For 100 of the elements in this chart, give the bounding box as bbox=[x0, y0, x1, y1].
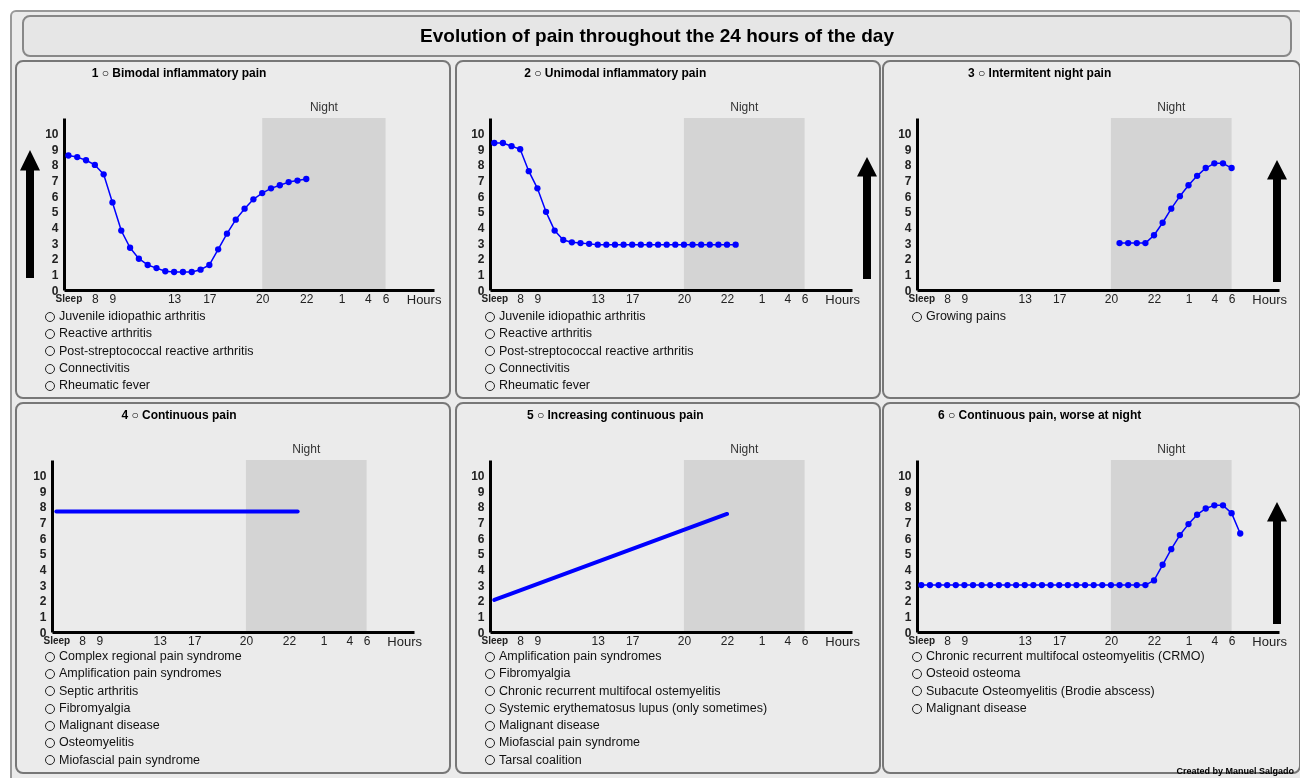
point bbox=[1133, 239, 1140, 247]
point bbox=[732, 241, 739, 248]
x-tick-label: 13 bbox=[591, 633, 606, 648]
point bbox=[197, 266, 204, 273]
text: Osteomyelitis bbox=[59, 734, 135, 752]
y-tick-label: 9 bbox=[904, 142, 912, 157]
text: Juvenile idiopathic arthritis bbox=[499, 308, 646, 325]
point bbox=[1211, 502, 1218, 509]
point bbox=[987, 581, 994, 589]
text: Septic arthritis bbox=[59, 682, 139, 700]
point bbox=[1228, 510, 1235, 517]
y-tick-label: 6 bbox=[477, 189, 485, 204]
text: Tarsal coalition bbox=[499, 751, 582, 769]
y-tick-label: 5 bbox=[904, 547, 912, 562]
y-tick-label: 9 bbox=[51, 142, 59, 157]
text: Fibromyalgia bbox=[499, 665, 571, 683]
text: Post-streptococcal reactive arthritis bbox=[59, 342, 254, 360]
point bbox=[1047, 581, 1054, 589]
point bbox=[1219, 502, 1227, 509]
y-tick-label: 2 bbox=[39, 594, 47, 609]
point bbox=[1159, 219, 1166, 226]
point bbox=[1185, 520, 1192, 528]
x-tick-label: 4 bbox=[346, 633, 354, 648]
y-tick-label: 9 bbox=[477, 484, 485, 499]
y-tick-label: 3 bbox=[477, 578, 485, 593]
text: Rheumatic fever bbox=[59, 377, 151, 395]
x-tick-label: 17 bbox=[188, 633, 202, 648]
y-tick-label: 6 bbox=[51, 189, 59, 204]
band-label: Night bbox=[730, 100, 759, 114]
point bbox=[65, 152, 72, 159]
point bbox=[995, 581, 1003, 589]
x-tick-label: 22 bbox=[1147, 291, 1162, 306]
y-tick-label: 2 bbox=[477, 594, 485, 609]
y-tick-label: 10 bbox=[471, 469, 485, 484]
x-tick-label: 13 bbox=[591, 291, 606, 306]
text: Amplification pain syndromes bbox=[59, 665, 222, 683]
x-tick-label: 13 bbox=[167, 291, 182, 306]
point bbox=[1090, 581, 1097, 589]
point bbox=[1193, 172, 1201, 180]
point bbox=[250, 196, 257, 203]
point bbox=[232, 216, 239, 223]
band-label: Night bbox=[730, 442, 759, 456]
x-tick-label: 4 bbox=[784, 633, 792, 648]
chart-title: Evolution of pain throughout the 24 hours of the day bbox=[22, 15, 1292, 57]
x-tick-label: 13 bbox=[1018, 291, 1033, 306]
x-tick-label: 8 bbox=[944, 633, 952, 648]
point bbox=[1125, 239, 1132, 247]
point bbox=[706, 241, 713, 248]
y-tick-label: 6 bbox=[904, 531, 912, 546]
point bbox=[74, 153, 81, 161]
y-tick-label: 2 bbox=[477, 252, 485, 267]
band-label: Night bbox=[309, 100, 339, 114]
x-tick-label: 8 bbox=[517, 291, 525, 306]
point bbox=[162, 268, 169, 275]
x-tick-label: 4 bbox=[1211, 291, 1219, 306]
y-tick-label: 10 bbox=[33, 469, 47, 484]
y-tick-label: 1 bbox=[904, 609, 912, 624]
x-tick-label: 1 bbox=[758, 291, 766, 306]
text: Systemic erythematosus lupus (only sometimes) bbox=[499, 699, 768, 717]
point bbox=[1064, 581, 1071, 589]
y-tick-label: 7 bbox=[904, 516, 912, 531]
point bbox=[978, 581, 985, 589]
point bbox=[188, 268, 195, 276]
y-tick-label: 6 bbox=[39, 531, 47, 546]
x-tick-label: 9 bbox=[534, 291, 542, 306]
point bbox=[620, 241, 627, 248]
point bbox=[223, 230, 231, 237]
y-tick-label: 5 bbox=[51, 205, 59, 220]
point bbox=[654, 241, 662, 248]
y-tick-label: 2 bbox=[904, 252, 912, 267]
chart-title: 3 ○ Intermitent night pain bbox=[967, 66, 1113, 80]
point bbox=[1219, 160, 1227, 167]
point bbox=[1004, 581, 1011, 589]
point bbox=[1150, 577, 1158, 584]
x-tick-label: 20 bbox=[677, 291, 692, 306]
y-tick-label: 4 bbox=[51, 220, 59, 235]
point bbox=[241, 205, 248, 212]
y-tick-label: 5 bbox=[477, 547, 485, 562]
x-tick-label: 13 bbox=[153, 633, 168, 648]
point bbox=[1081, 581, 1089, 589]
y-tick-label: 8 bbox=[477, 158, 485, 173]
x-tick-label: 6 bbox=[1228, 291, 1236, 306]
point bbox=[259, 189, 266, 197]
point bbox=[118, 227, 125, 234]
text: Complex regional pain syndrome bbox=[59, 648, 242, 665]
text: Miofascial pain syndrome bbox=[499, 734, 641, 752]
y-tick-label: 7 bbox=[904, 174, 912, 189]
point bbox=[179, 268, 187, 276]
point bbox=[508, 142, 515, 150]
point bbox=[1237, 530, 1244, 537]
point bbox=[517, 146, 524, 153]
x-tick-label: 6 bbox=[801, 291, 809, 306]
point bbox=[1168, 205, 1175, 212]
y-tick-label: 1 bbox=[477, 267, 485, 282]
point bbox=[1228, 164, 1235, 172]
point bbox=[144, 261, 151, 269]
text: Malignant disease bbox=[59, 717, 160, 735]
point bbox=[969, 581, 977, 589]
x-tick-label: 20 bbox=[239, 633, 254, 648]
x-axis-title: Hours bbox=[406, 291, 442, 307]
